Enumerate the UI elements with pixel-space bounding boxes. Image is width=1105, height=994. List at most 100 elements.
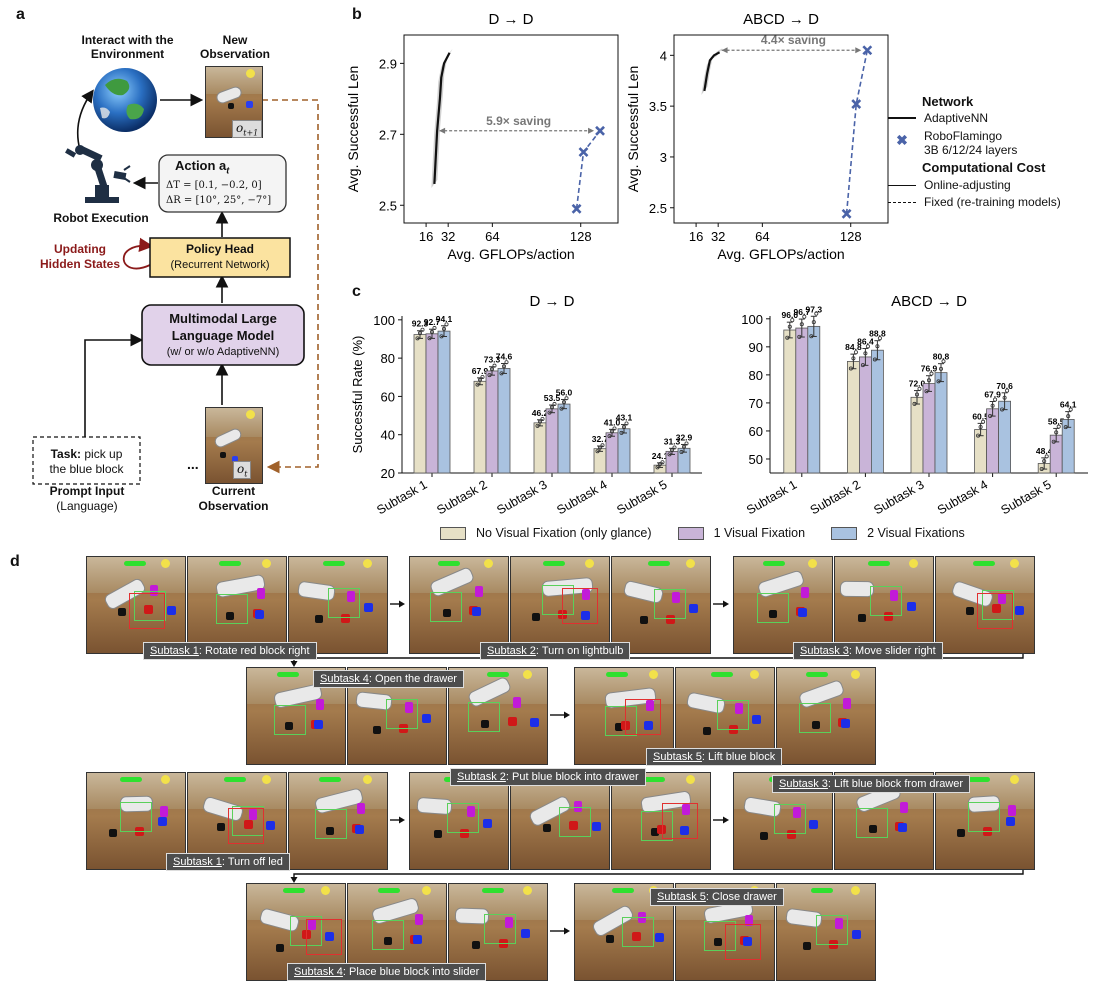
data-dot xyxy=(1042,459,1047,464)
sequence-arrowhead xyxy=(399,600,405,608)
data-dot xyxy=(993,397,998,402)
data-dot xyxy=(924,389,929,394)
roboflamingo-point xyxy=(595,125,605,136)
data-dot xyxy=(679,450,684,455)
data-label: 56.0 xyxy=(556,387,573,397)
data-dot xyxy=(681,444,686,449)
panel-c-letter: c xyxy=(352,283,361,300)
x-tick-label: Subtask 1 xyxy=(744,477,799,517)
data-dot xyxy=(848,366,853,371)
legend-cost-title: Computational Cost xyxy=(922,160,1046,175)
data-label: 58.5 xyxy=(1048,416,1065,426)
x-tick-label: 32 xyxy=(441,229,455,244)
bar xyxy=(497,368,511,474)
delta-t-text: ΔT = [0.1, −0.2, 0] xyxy=(166,180,262,191)
mllm-box: Multimodal Large Language Model (w/ or w… xyxy=(166,311,280,358)
x-tick-label: 32 xyxy=(711,229,725,244)
panel-d-filmstrip: Subtask 1: Rotate red block right Subtask… xyxy=(0,550,1105,994)
data-label: 92.3 xyxy=(412,319,429,329)
data-dot xyxy=(492,363,497,368)
subtask-caption-text: : Put blue block into drawer xyxy=(505,771,639,783)
data-dot xyxy=(439,334,444,339)
x-tick-label: 128 xyxy=(570,229,592,244)
x-tick-label: Subtask 3 xyxy=(494,477,549,517)
bar xyxy=(934,372,948,474)
subtask-caption-prefix: Subtask 5 xyxy=(653,751,702,763)
data-dot xyxy=(978,424,983,429)
data-dot xyxy=(929,371,934,376)
robot-execution-label: Robot Execution xyxy=(53,211,149,225)
data-dot xyxy=(853,350,858,355)
chart-b-right: ABCD → D 16 32 64 128 2.5 3 3.5 4 Avg. GFLOPs/act… xyxy=(625,11,889,262)
x-tick-label: Subtask 3 xyxy=(871,477,926,517)
data-dot xyxy=(981,419,986,424)
data-dot xyxy=(612,426,617,431)
data-dot xyxy=(672,445,677,450)
x-tick-label: Subtask 1 xyxy=(374,477,429,517)
data-dot xyxy=(559,406,564,411)
legend-text: No Visual Fixation (only glance) xyxy=(476,526,652,540)
robot-frame xyxy=(288,772,388,870)
y-tick-label: 90 xyxy=(749,340,763,355)
y-axis-label: Successful Rate (%) xyxy=(350,336,365,454)
subtask-caption-text: : Lift blue block from drawer xyxy=(827,778,964,790)
data-dot xyxy=(595,449,600,454)
sequence-arrowhead xyxy=(399,816,405,824)
updating-hidden-states-label: Updating Hidden States xyxy=(40,242,121,271)
y-tick-label: 70 xyxy=(749,396,763,411)
y-tick-label: 3 xyxy=(660,150,667,165)
interact-label: Interact with the Environment xyxy=(81,33,174,61)
data-dot xyxy=(597,445,602,450)
subtask-caption: Subtask 4: Open the drawer xyxy=(313,670,464,688)
data-dot xyxy=(561,400,566,405)
current-observation-label: Current Observation xyxy=(198,484,269,513)
y-tick-label: 2.5 xyxy=(379,198,397,213)
bar xyxy=(807,325,821,474)
legend-fixed: Fixed (re-training models) xyxy=(888,195,1098,209)
y-tick-label: 60 xyxy=(381,389,395,404)
data-label: 53.5 xyxy=(544,393,561,403)
chart-c-left: D → D 20 40 60 80 100 Successful Rate (%) Subta… xyxy=(350,293,702,517)
subtask-caption-text: : Close drawer xyxy=(705,891,777,903)
robot-frame xyxy=(409,556,509,654)
data-dot xyxy=(552,402,557,407)
data-label: 32.9 xyxy=(676,432,693,442)
new-observation-label: New Observation xyxy=(199,33,271,61)
data-dot xyxy=(914,392,919,397)
y-tick-label: 80 xyxy=(749,368,763,383)
data-dot xyxy=(487,373,492,378)
data-dot xyxy=(875,344,880,349)
subtask-caption: Subtask 5: Lift blue block xyxy=(646,748,783,766)
subtask-caption-text: : Turn off led xyxy=(221,856,283,868)
data-dot xyxy=(537,419,542,424)
x-tick-label: 16 xyxy=(419,229,433,244)
data-dot xyxy=(872,357,877,362)
data-label: 86.4 xyxy=(857,337,874,347)
data-label: 43.1 xyxy=(616,413,633,423)
bar xyxy=(910,396,924,474)
data-label: 64.1 xyxy=(1060,400,1077,410)
data-dot xyxy=(489,367,494,372)
data-dot xyxy=(684,441,689,446)
data-dot xyxy=(600,443,605,448)
data-dot xyxy=(787,324,792,329)
data-label: 96.0 xyxy=(782,310,799,320)
chart-c-right: ABCD → D 50 60 70 80 90 100 Subtask 1 96.096.797… xyxy=(741,293,1088,517)
data-dot xyxy=(860,363,865,368)
y-tick-label: 20 xyxy=(381,466,395,481)
sequence-arrowhead xyxy=(564,927,570,935)
data-dot xyxy=(420,327,425,332)
roboflamingo-point xyxy=(571,203,582,214)
data-label: 48.4 xyxy=(1036,446,1053,456)
panel-d-arrows xyxy=(290,600,1024,935)
legend-text: 1 Visual Fixation xyxy=(713,526,806,540)
roboflamingo-point xyxy=(841,208,852,219)
legend-network-title: Network xyxy=(922,94,974,109)
data-label: 76.9 xyxy=(921,364,938,374)
data-dot xyxy=(415,336,420,341)
policy-head-box: Policy Head (Recurrent Network) xyxy=(170,242,270,271)
subtask-caption-prefix: Subtask 1 xyxy=(150,645,199,657)
legend-text: 2 Visual Fixations xyxy=(867,526,965,540)
saving-label: 5.9× saving xyxy=(486,114,551,128)
saving-label: 4.4× saving xyxy=(761,33,826,47)
